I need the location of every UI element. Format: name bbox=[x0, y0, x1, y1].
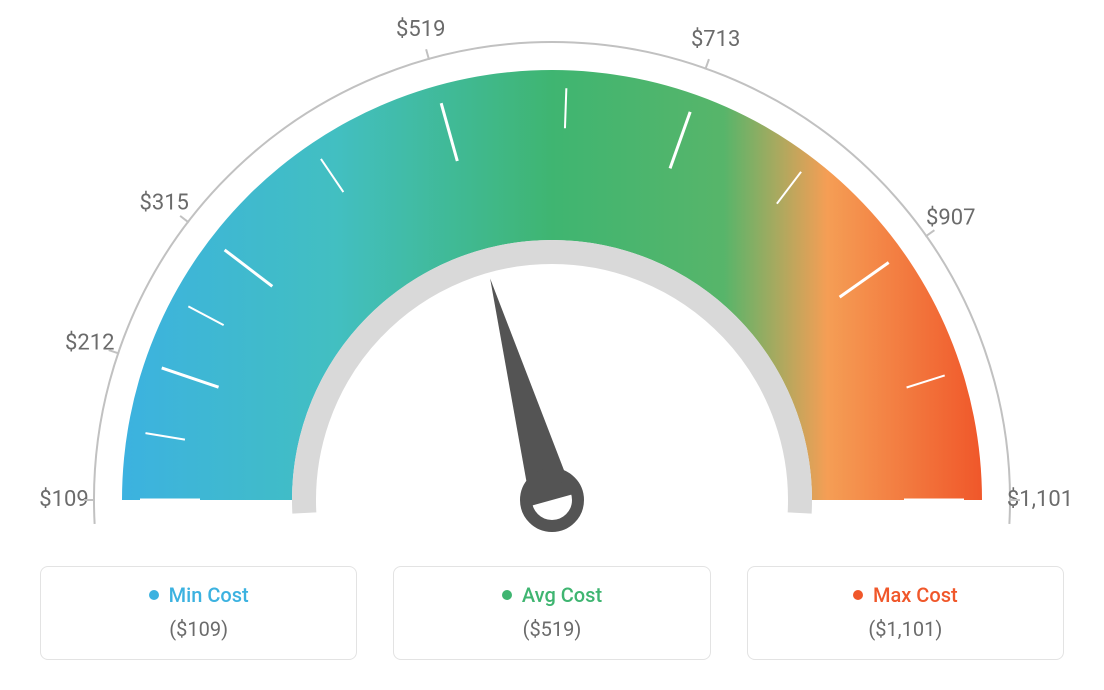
gauge-outer-tick bbox=[705, 59, 709, 69]
legend-card-max: Max Cost ($1,101) bbox=[747, 566, 1064, 660]
legend-value-max: ($1,101) bbox=[768, 617, 1043, 641]
legend-card-avg: Avg Cost ($519) bbox=[393, 566, 710, 660]
gauge-tick-label: $315 bbox=[139, 191, 188, 216]
legend-label-avg: Avg Cost bbox=[522, 583, 602, 607]
gauge-tick-label: $212 bbox=[65, 330, 114, 355]
gauge-tick-label: $713 bbox=[691, 27, 740, 52]
legend-value-avg: ($519) bbox=[414, 617, 689, 641]
legend-dot-max bbox=[853, 590, 863, 600]
legend-value-min: ($109) bbox=[61, 617, 336, 641]
legend-card-min: Min Cost ($109) bbox=[40, 566, 357, 660]
gauge-outer-tick bbox=[925, 230, 934, 236]
legend-label-max: Max Cost bbox=[873, 583, 958, 607]
gauge-tick-label: $109 bbox=[39, 487, 88, 512]
gauge-tick-label: $907 bbox=[926, 206, 975, 231]
gauge-color-arc bbox=[122, 70, 982, 500]
gauge-tick-minor bbox=[565, 88, 566, 128]
legend-label-min: Min Cost bbox=[169, 583, 249, 607]
gauge-container: $109$212$315$519$713$907$1,101 bbox=[0, 0, 1104, 560]
gauge-outer-tick bbox=[180, 216, 189, 223]
gauge-tick-label: $519 bbox=[396, 17, 445, 42]
gauge-svg: $109$212$315$519$713$907$1,101 bbox=[0, 0, 1104, 560]
legend-dot-min bbox=[149, 590, 159, 600]
gauge-outer-tick bbox=[426, 49, 429, 60]
legend-row: Min Cost ($109) Avg Cost ($519) Max Cost… bbox=[0, 566, 1104, 660]
legend-dot-avg bbox=[502, 590, 512, 600]
